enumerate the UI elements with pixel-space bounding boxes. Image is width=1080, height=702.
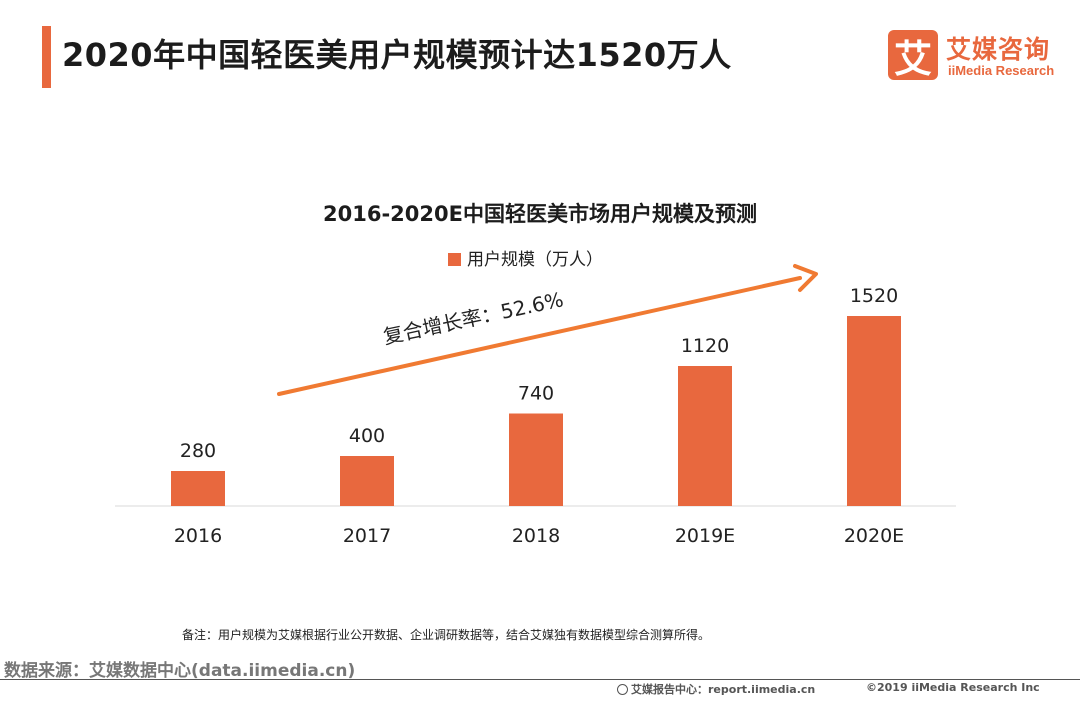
bar-chart: 2016-2020E中国轻医美市场用户规模及预测 用户规模（万人） 280 201… <box>115 202 956 547</box>
x-tick-2018: 2018 <box>512 525 560 547</box>
data-label-2016: 280 <box>180 440 216 462</box>
data-label-2018: 740 <box>518 383 554 405</box>
bar-2016 <box>171 471 225 506</box>
logo-cn-text: 艾媒咨询 <box>946 35 1051 64</box>
copyright: ©2019 iiMedia Research Inc <box>866 681 1040 694</box>
chart-title: 2016-2020E中国轻医美市场用户规模及预测 <box>323 202 757 226</box>
data-label-2019E: 1120 <box>681 335 729 357</box>
x-tick-2019E: 2019E <box>675 525 735 547</box>
page-title: 2020年中国轻医美用户规模预计达1520万人 <box>62 36 732 74</box>
data-label-2017: 400 <box>349 425 385 447</box>
legend-label: 用户规模（万人） <box>467 250 603 270</box>
bar-2019E <box>678 366 732 506</box>
legend-swatch <box>448 253 461 266</box>
footer-divider <box>0 679 1080 680</box>
x-tick-2016: 2016 <box>174 525 222 547</box>
logo-en-text: iiMedia Research <box>948 63 1055 78</box>
growth-trend-arrow <box>277 264 818 396</box>
trend-arrowhead <box>793 264 818 292</box>
bar-2017 <box>340 456 394 506</box>
trend-arrow-line <box>277 276 802 396</box>
report-center: 艾媒报告中心：report.iimedia.cn <box>617 681 815 697</box>
data-source: 数据来源：艾媒数据中心(data.iimedia.cn) <box>4 661 356 681</box>
cagr-annotation: 复合增长率：52.6% <box>381 287 566 349</box>
title-accent-bar <box>42 26 51 88</box>
bar-2018 <box>509 413 563 506</box>
bar-2020E <box>847 316 901 506</box>
x-tick-2017: 2017 <box>343 525 391 547</box>
footnote: 备注：用户规模为艾媒根据行业公开数据、企业调研数据等，结合艾媒独有数据模型综合测… <box>182 628 711 642</box>
data-label-2020E: 1520 <box>850 285 898 307</box>
x-tick-2020E: 2020E <box>844 525 904 547</box>
iimedia-logo: 艾 艾媒咨询 iiMedia Research <box>888 30 1063 82</box>
report-center-text: 艾媒报告中心：report.iimedia.cn <box>631 683 816 696</box>
globe-icon <box>617 683 628 695</box>
logo-mark: 艾 <box>888 30 938 81</box>
